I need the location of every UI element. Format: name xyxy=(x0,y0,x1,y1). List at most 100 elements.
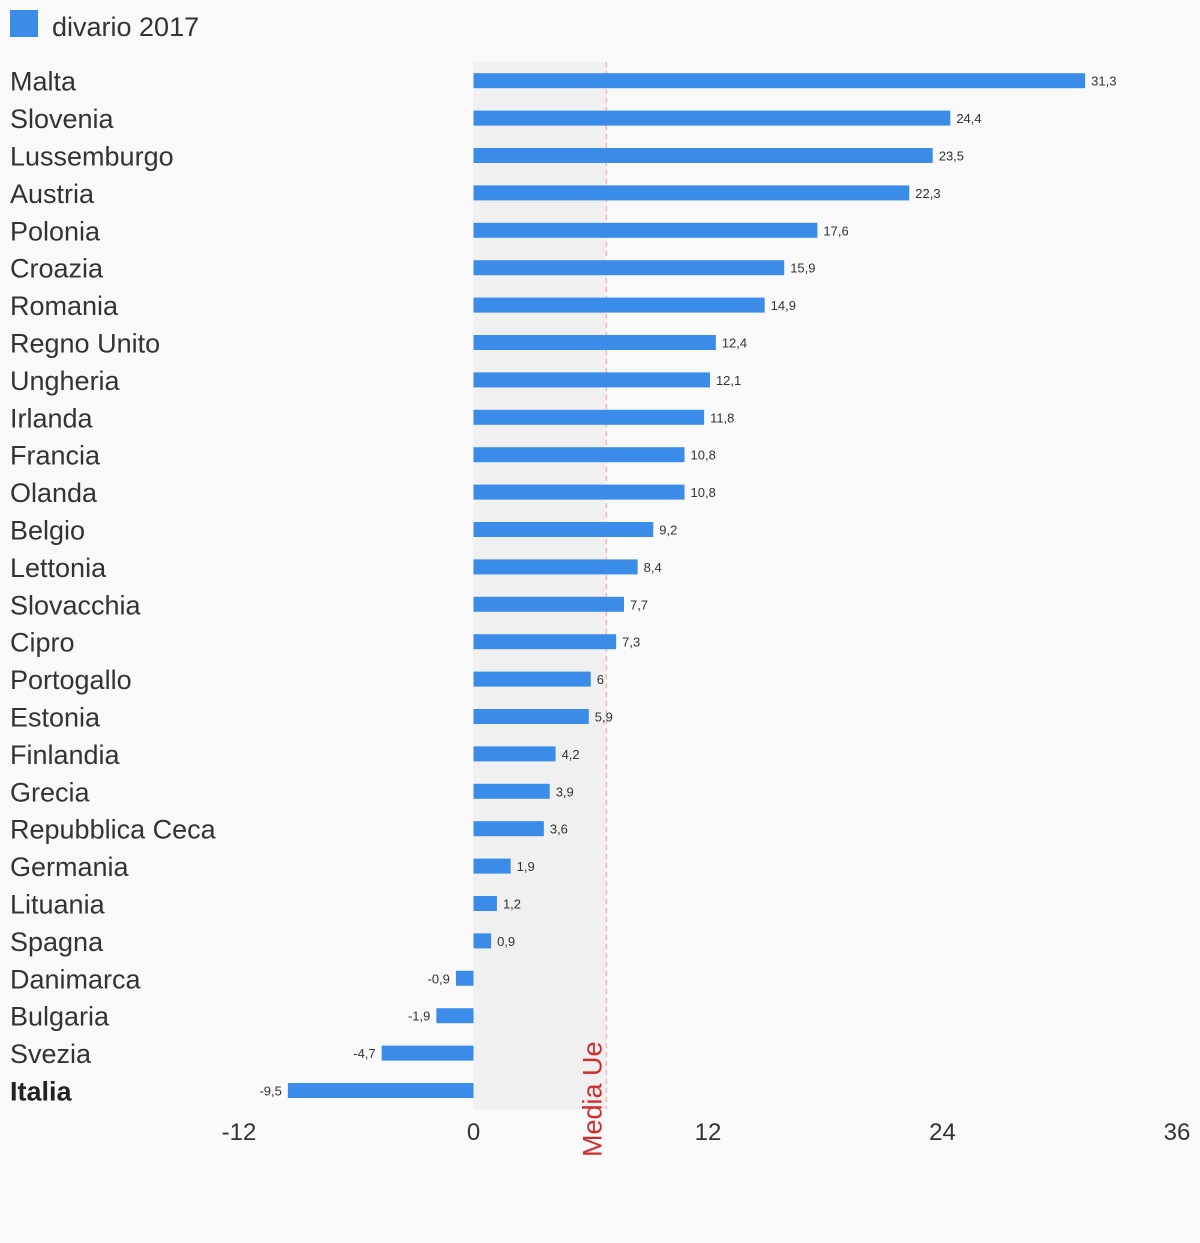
category-label: Irlanda xyxy=(10,403,94,433)
value-label: 31,3 xyxy=(1091,74,1116,89)
value-label: 3,6 xyxy=(550,822,568,837)
media-ue-label: Media Ue xyxy=(577,1041,607,1157)
category-label: Svezia xyxy=(10,1039,92,1069)
value-label: 7,7 xyxy=(630,597,648,612)
value-label: 4,2 xyxy=(562,747,580,762)
bar xyxy=(473,559,638,575)
value-label: 17,6 xyxy=(823,223,848,238)
category-labels: Malta Slovenia Lussemburgo Austria Polonia Cr… xyxy=(10,67,217,1107)
value-label: 1,9 xyxy=(517,859,535,874)
bar xyxy=(473,335,716,350)
x-tick-label: 12 xyxy=(695,1119,722,1146)
bars xyxy=(287,73,1086,1098)
category-label: Polonia xyxy=(10,216,101,246)
value-label: 23,5 xyxy=(939,149,964,164)
category-label: Estonia xyxy=(10,703,101,733)
bar xyxy=(381,1045,474,1061)
value-label: 14,9 xyxy=(771,298,796,313)
value-label: 11,8 xyxy=(710,410,734,425)
bar xyxy=(473,409,705,425)
value-label: 0,9 xyxy=(497,934,515,949)
value-label: 1,2 xyxy=(503,897,521,912)
category-label: Francia xyxy=(10,441,101,471)
bar xyxy=(473,522,654,537)
bar xyxy=(473,260,785,276)
category-label: Italia xyxy=(10,1077,73,1107)
bar xyxy=(473,73,1086,89)
value-label: 15,9 xyxy=(790,261,815,276)
x-tick-label: 24 xyxy=(929,1119,956,1146)
value-label: -9,5 xyxy=(259,1084,281,1099)
bar xyxy=(473,596,624,612)
legend-label: divario 2017 xyxy=(52,12,199,42)
value-label: -4,7 xyxy=(353,1046,375,1061)
bar xyxy=(473,933,492,949)
category-label: Slovenia xyxy=(10,104,115,134)
bar xyxy=(473,484,685,500)
bar xyxy=(473,896,497,911)
value-label: 5,9 xyxy=(595,710,613,725)
legend-swatch xyxy=(10,10,38,37)
category-label: Lussemburgo xyxy=(10,142,174,172)
bar xyxy=(473,447,685,463)
value-label: -1,9 xyxy=(408,1009,430,1024)
category-label: Grecia xyxy=(10,777,91,807)
value-label: 8,4 xyxy=(644,560,662,575)
value-label: 3,9 xyxy=(556,784,574,799)
bar xyxy=(473,709,589,724)
category-label: Belgio xyxy=(10,516,85,546)
category-label: Danimarca xyxy=(10,964,142,994)
bar xyxy=(473,671,591,687)
category-label: Bulgaria xyxy=(10,1002,110,1032)
bar xyxy=(473,821,544,837)
bar xyxy=(473,297,765,313)
category-label: Lituania xyxy=(10,890,106,920)
value-label: 10,8 xyxy=(691,485,716,500)
bar xyxy=(473,185,910,201)
category-label: Cipro xyxy=(10,628,75,658)
value-label: 9,2 xyxy=(659,523,677,538)
bar xyxy=(287,1083,474,1098)
bar xyxy=(473,148,933,163)
bar xyxy=(473,858,511,874)
value-label: 10,8 xyxy=(691,448,716,463)
value-label: 24,4 xyxy=(956,111,981,126)
category-label: Spagna xyxy=(10,927,104,957)
category-label: Finlandia xyxy=(10,740,121,770)
bar xyxy=(473,372,710,388)
value-label: 12,1 xyxy=(716,373,741,388)
category-label: Portogallo xyxy=(10,665,132,695)
category-label: Slovacchia xyxy=(10,590,142,620)
bar xyxy=(473,783,550,799)
bar xyxy=(473,222,818,238)
legend: divario 2017 xyxy=(10,10,199,42)
category-label: Germania xyxy=(10,852,130,882)
category-label: Romania xyxy=(10,291,119,321)
value-labels: 31,3 24,4 23,5 22,3 17,6 15,9 14,9 12,4 12,1 11,8… xyxy=(259,74,1116,1099)
media-band-layer xyxy=(473,62,607,1110)
bar xyxy=(473,746,556,762)
value-label: 6 xyxy=(597,672,604,687)
bar xyxy=(436,1008,474,1024)
category-label: Croazia xyxy=(10,254,104,284)
bar xyxy=(473,634,617,650)
x-tick-label: -12 xyxy=(222,1119,257,1146)
category-label: Malta xyxy=(10,67,77,97)
category-label: Austria xyxy=(10,179,95,209)
value-label: 12,4 xyxy=(722,336,747,351)
x-axis-ticks: -12 0 12 24 36 xyxy=(222,1119,1191,1146)
category-label: Olanda xyxy=(10,478,98,508)
bar xyxy=(473,110,951,126)
x-tick-label: 0 xyxy=(467,1119,480,1146)
value-label: 22,3 xyxy=(915,186,940,201)
category-label: Regno Unito xyxy=(10,329,160,359)
media-ue-band xyxy=(473,62,607,1110)
category-label: Repubblica Ceca xyxy=(10,815,217,845)
value-label: 7,3 xyxy=(622,635,640,650)
category-label: Lettonia xyxy=(10,553,107,583)
x-tick-label: 36 xyxy=(1164,1119,1191,1146)
category-label: Ungheria xyxy=(10,366,121,396)
value-label: -0,9 xyxy=(428,971,450,986)
